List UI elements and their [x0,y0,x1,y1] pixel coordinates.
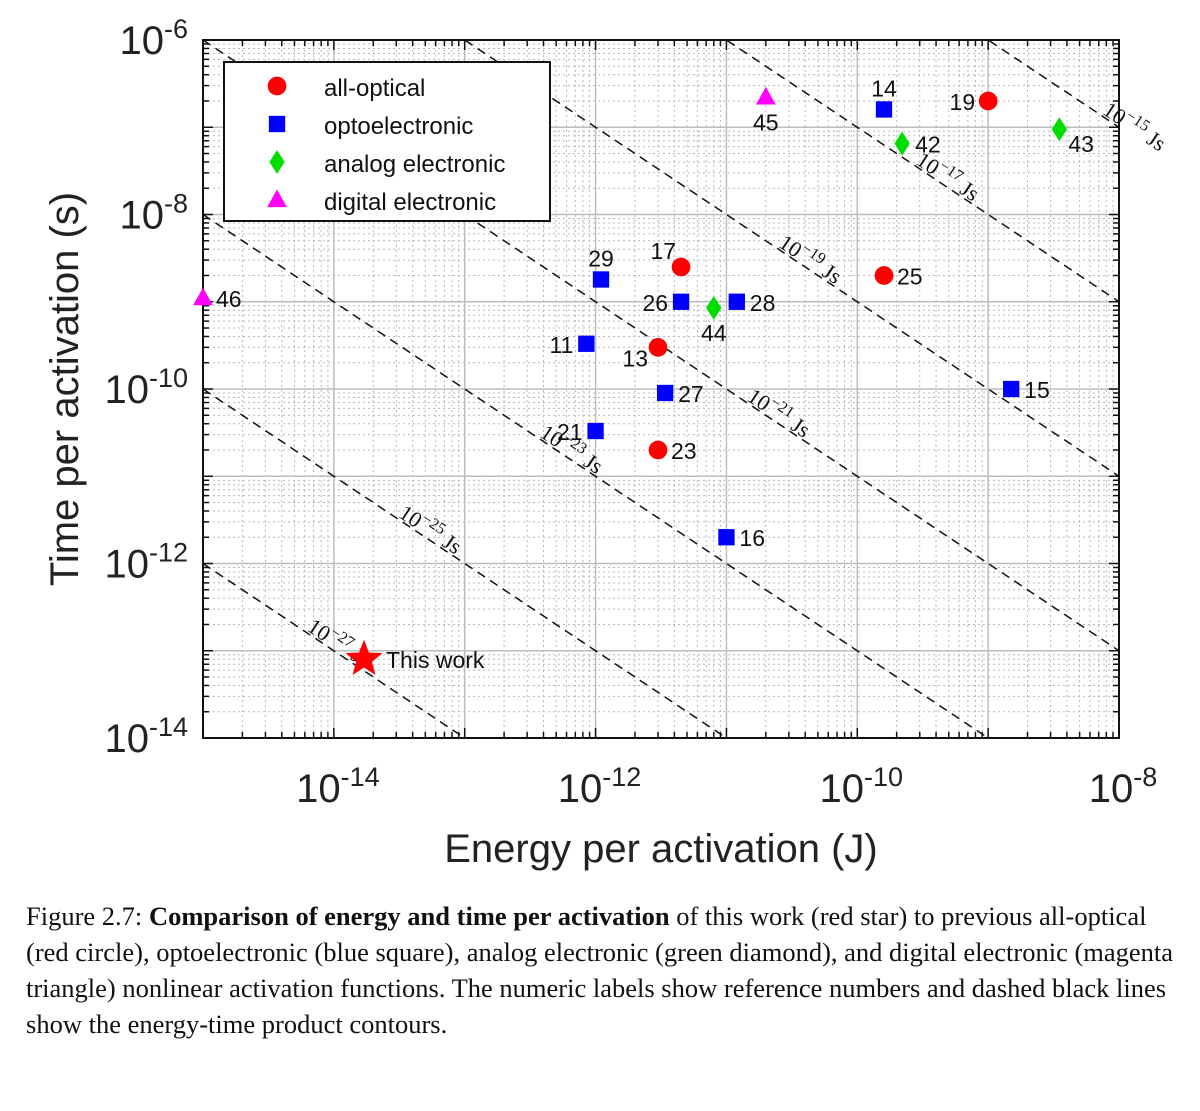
x-tick-label: 10-8 [1089,762,1158,811]
marker-circle [648,440,668,460]
point-label: 29 [588,245,614,271]
legend-label: analog electronic [324,151,505,178]
point-label: 44 [701,320,727,346]
contour-line [203,213,990,738]
point-label: 15 [1024,377,1050,403]
marker-square [875,101,893,118]
marker-square [1003,380,1020,398]
y-tick-label: 10-8 [119,189,188,238]
point-label: 14 [871,75,897,101]
point-label: 17 [650,238,676,264]
legend-marker-triangle [267,189,287,208]
marker-diamond [1051,117,1067,142]
caption-text: of this work (red star) to previous all-… [26,901,1174,1039]
x-axis-title: Energy per activation (J) [444,827,878,871]
point-label: 42 [915,132,941,158]
marker-circle [648,338,668,357]
point-label: 46 [216,286,242,312]
legend-marker-circle [267,76,287,96]
marker-square [587,422,604,440]
legend-label: digital electronic [324,189,496,216]
marker-square [718,529,735,546]
marker-circle [671,257,691,277]
legend-marker-square [268,115,286,133]
figure-caption: Figure 2.7: Comparison of energy and tim… [26,898,1176,1042]
x-tick-label: 10-14 [296,762,380,811]
point-label: 28 [750,290,776,316]
contour-line [203,388,728,738]
legend-marker-diamond [269,150,285,174]
point-label: 19 [950,89,976,115]
contour-line [725,40,1119,303]
data-points: 17 13 23 25 19 29 26 28 11 27 21 16 14 15 44 42 43 46 45 Th… [193,75,1094,675]
this-work-label: This work [386,647,485,673]
point-label: 16 [739,525,765,551]
point-label: 13 [622,345,648,371]
marker-square [578,335,595,352]
point-label: 23 [671,438,697,464]
point-label: 45 [753,109,779,135]
contour-label: 10−25 Js [395,498,468,559]
y-axis-title: Time per activation (s) [43,192,87,586]
y-tick-label: 10-6 [119,14,188,63]
point-label: 21 [557,419,583,445]
marker-diamond [706,296,722,320]
y-tick-label: 10-10 [104,363,188,412]
legend-label: optoelectronic [324,113,473,140]
marker-circle [874,266,894,285]
legend-label: all-optical [324,75,425,102]
marker-triangle [755,86,776,105]
point-label: 11 [549,332,573,358]
y-tick-label: 10-14 [104,712,188,761]
marker-square [672,293,690,310]
this-work-star-icon [345,639,383,675]
marker-triangle [193,287,213,306]
marker-diamond [894,131,910,156]
point-label: 27 [678,381,704,407]
marker-circle [978,91,998,111]
point-label: 25 [897,263,923,289]
point-label: 43 [1068,131,1094,157]
marker-square [728,293,745,310]
caption-bold: Comparison of energy and time per activa… [148,901,670,931]
x-tick-label: 10-12 [558,762,642,811]
y-tick-label: 10-12 [104,538,188,587]
axis-ticks: 10-14 10-12 10-10 10-8 10-6 10-8 10-10 10-12 10-… [104,14,1157,811]
point-label: 26 [642,290,668,316]
x-tick-label: 10-10 [820,762,904,811]
contour-line [463,40,1119,477]
legend: all-optical optoelectronic analog electron… [223,61,551,222]
marker-square [592,271,610,288]
caption-prefix: Figure 2.7: [26,901,149,931]
marker-square [656,384,674,402]
